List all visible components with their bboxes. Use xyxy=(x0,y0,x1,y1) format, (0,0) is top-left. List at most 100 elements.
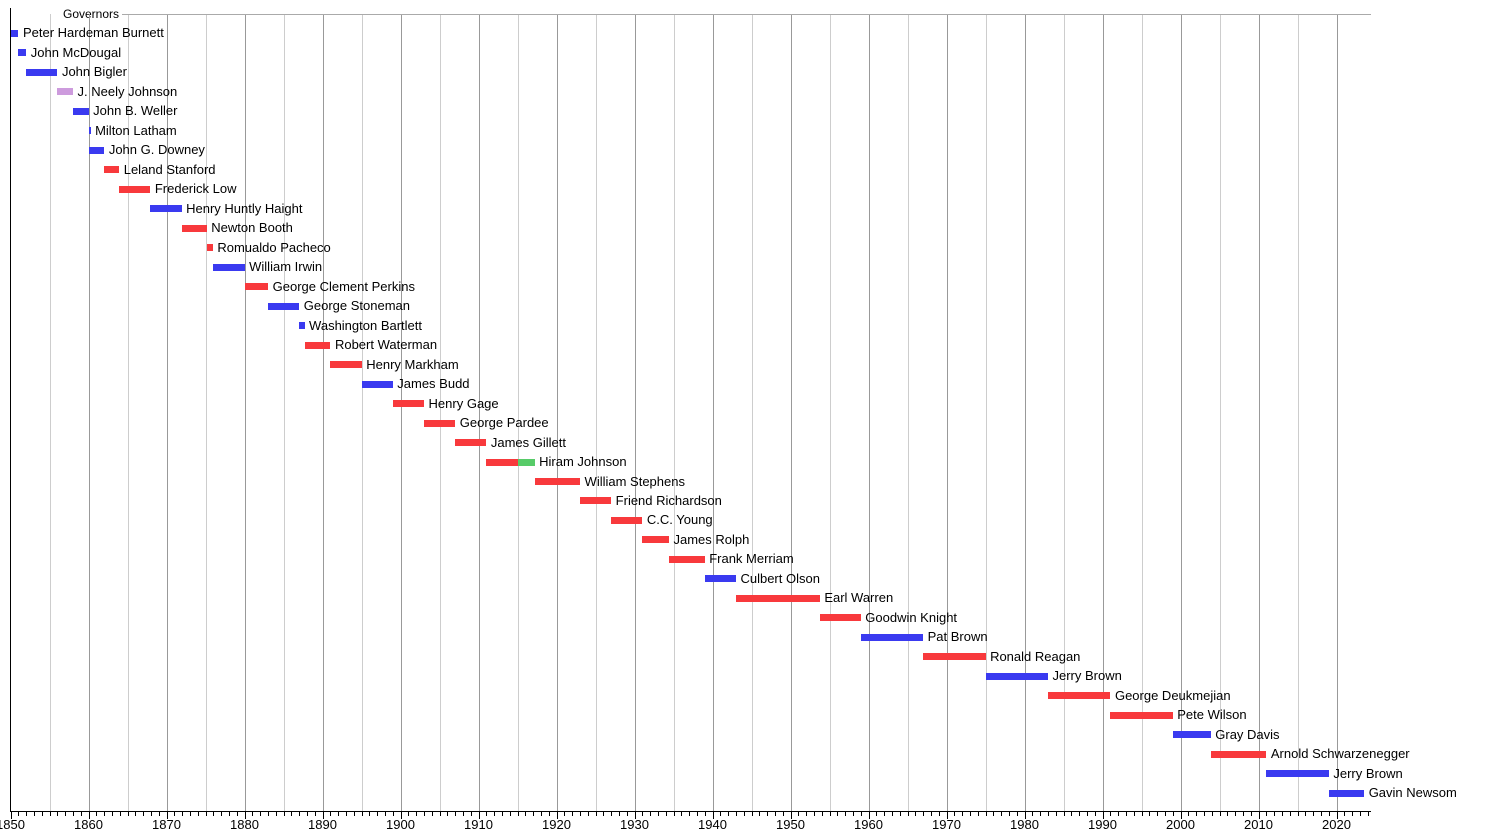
x-axis-tick xyxy=(486,812,488,816)
x-axis-tick xyxy=(127,812,129,816)
gridline xyxy=(361,14,363,811)
x-axis-year-label: 1990 xyxy=(1088,816,1117,830)
x-axis-tick xyxy=(930,812,932,816)
gridline xyxy=(166,14,168,811)
x-axis-year-label: 1860 xyxy=(74,816,103,830)
x-axis-tick xyxy=(782,812,784,816)
timeline-bar-segment xyxy=(299,322,305,330)
x-axis-tick xyxy=(447,812,449,816)
x-axis-tick xyxy=(821,812,823,816)
x-axis-tick xyxy=(860,812,862,816)
x-axis-tick xyxy=(80,812,82,816)
x-axis-year-label: 1950 xyxy=(776,816,805,830)
x-axis-tick xyxy=(798,812,800,816)
x-axis-tick xyxy=(845,812,847,816)
governor-label: Gray Davis xyxy=(1215,726,1280,742)
x-axis-tick xyxy=(10,812,12,819)
x-axis-tick xyxy=(657,812,659,816)
x-axis-tick xyxy=(517,812,519,816)
x-axis-tick xyxy=(439,812,441,816)
x-axis-year-label: 1920 xyxy=(542,816,571,830)
top-border-line xyxy=(122,14,1371,15)
x-axis-tick xyxy=(1063,812,1065,816)
x-axis-tick xyxy=(1032,812,1034,816)
governor-label: John B. Weller xyxy=(93,103,178,119)
x-axis-tick xyxy=(384,812,386,816)
timeline-bar-segment xyxy=(206,244,213,252)
x-axis-tick xyxy=(408,812,410,816)
governor-label: C.C. Young xyxy=(646,512,713,528)
x-axis-tick xyxy=(1367,812,1369,816)
x-axis-tick xyxy=(1125,812,1127,816)
gridline xyxy=(1141,14,1143,811)
x-axis-tick xyxy=(868,812,870,819)
timeline-bar-segment xyxy=(1210,750,1267,758)
x-axis-tick xyxy=(431,812,433,816)
x-axis-tick xyxy=(962,812,964,816)
x-axis-tick xyxy=(361,812,363,816)
x-axis-tick xyxy=(618,812,620,816)
x-axis-tick xyxy=(548,812,550,816)
x-axis-tick xyxy=(267,812,269,816)
x-axis-tick xyxy=(501,812,503,816)
x-axis-tick xyxy=(345,812,347,816)
x-axis-year-label: 1850 xyxy=(0,816,25,830)
timeline-bar-segment xyxy=(1110,711,1173,719)
gridline xyxy=(595,14,597,811)
x-axis-tick xyxy=(689,812,691,816)
x-axis-tick xyxy=(1344,812,1346,816)
x-axis-tick xyxy=(1024,812,1026,819)
x-axis-tick xyxy=(540,812,542,816)
x-axis-tick xyxy=(1008,812,1010,816)
timeline-bar-segment xyxy=(304,341,331,349)
x-axis-tick xyxy=(291,812,293,816)
governor-label: Peter Hardeman Burnett xyxy=(22,25,164,41)
x-axis-tick xyxy=(774,812,776,816)
x-axis-tick xyxy=(642,812,644,816)
x-axis-tick xyxy=(1047,812,1049,816)
governor-label: Henry Huntly Haight xyxy=(186,200,303,216)
x-axis-year-label: 1870 xyxy=(152,816,181,830)
x-axis-tick xyxy=(338,812,340,816)
gridline xyxy=(439,14,441,811)
x-axis-tick xyxy=(767,812,769,816)
x-axis-year-label: 1880 xyxy=(230,816,259,830)
governor-label: Washington Bartlett xyxy=(309,317,423,333)
x-axis-tick xyxy=(174,812,176,816)
gridline xyxy=(88,14,90,811)
x-axis-tick xyxy=(1102,812,1104,819)
timeline-bar-segment xyxy=(57,88,74,96)
x-axis-tick xyxy=(65,812,67,816)
timeline-bar-segment xyxy=(268,302,300,310)
x-axis-tick xyxy=(1320,812,1322,816)
x-axis-tick xyxy=(728,812,730,816)
x-axis-tick xyxy=(252,812,254,816)
x-axis-tick xyxy=(681,812,683,816)
x-axis-tick xyxy=(18,812,20,816)
x-axis-tick xyxy=(1001,812,1003,816)
x-axis-tick xyxy=(751,812,753,816)
x-axis-tick xyxy=(400,812,402,819)
x-axis-tick xyxy=(1297,812,1299,816)
x-axis-tick xyxy=(1188,812,1190,816)
gridline xyxy=(1063,14,1065,811)
x-axis-tick xyxy=(790,812,792,819)
governor-label: John Bigler xyxy=(61,64,127,80)
x-axis-tick xyxy=(564,812,566,816)
x-axis-year-label: 2020 xyxy=(1322,816,1351,830)
x-axis-tick xyxy=(197,812,199,816)
timeline-bar-segment xyxy=(668,555,705,563)
x-axis-tick xyxy=(946,812,948,819)
timeline-bar-segment xyxy=(73,107,89,115)
x-axis-tick xyxy=(1133,812,1135,816)
x-axis-tick xyxy=(353,812,355,816)
x-axis-tick xyxy=(837,812,839,816)
timeline-bar-segment xyxy=(486,458,518,466)
x-axis-tick xyxy=(579,812,581,816)
x-axis-tick xyxy=(369,812,371,816)
x-axis-tick xyxy=(915,812,917,816)
x-axis-tick xyxy=(470,812,472,816)
timeline-bar-segment xyxy=(150,205,182,213)
gridline xyxy=(205,14,207,811)
x-axis-tick xyxy=(306,812,308,816)
